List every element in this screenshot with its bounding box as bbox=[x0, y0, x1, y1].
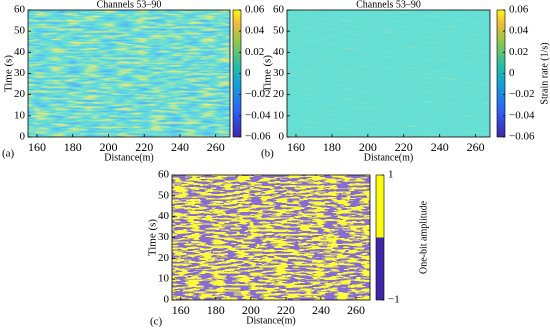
x-tick-label: 180 bbox=[323, 140, 341, 154]
y-tick-label: 10 bbox=[14, 109, 26, 121]
panel-label: (b) bbox=[261, 148, 274, 160]
colorbar-tick-label: 0.04 bbox=[245, 25, 265, 37]
colorbar-tick-label: −0.02 bbox=[509, 88, 534, 100]
x-axis-label: Distance(m) bbox=[246, 315, 295, 326]
y-axis-label: Time (s) bbox=[3, 55, 15, 93]
x-tick-label: 220 bbox=[277, 303, 295, 317]
y-tick-label: 0 bbox=[20, 131, 26, 143]
colorbar-tick-label: −0.04 bbox=[509, 109, 535, 121]
x-tick-label: 240 bbox=[171, 140, 189, 154]
x-tick-label: 160 bbox=[28, 140, 46, 154]
x-tick-label: 240 bbox=[312, 303, 330, 317]
y-tick-label: 50 bbox=[273, 25, 285, 37]
colorbar-tick-label: 0 bbox=[245, 67, 251, 79]
x-tick-label: 200 bbox=[359, 140, 377, 154]
y-tick-label: 0 bbox=[164, 294, 170, 306]
x-tick-label: 240 bbox=[431, 140, 449, 154]
colorbar-tick-label: −0.06 bbox=[245, 131, 271, 143]
x-tick-label: 200 bbox=[99, 140, 117, 154]
x-tick-label: 180 bbox=[64, 140, 82, 154]
y-tick-label: 0 bbox=[279, 131, 285, 143]
x-tick-label: 180 bbox=[207, 303, 225, 317]
y-axis-label: Time (s) bbox=[262, 55, 274, 93]
chart-title: Channels 53–90 bbox=[97, 0, 162, 10]
x-tick-label: 220 bbox=[135, 140, 153, 154]
chart-title: Channels 53–90 bbox=[356, 0, 421, 10]
y-tick-label: 50 bbox=[158, 189, 170, 201]
heatmap-image bbox=[287, 10, 490, 137]
heatmap-image bbox=[28, 10, 230, 137]
panel-label: (a) bbox=[2, 148, 15, 160]
y-tick-label: 10 bbox=[273, 109, 285, 121]
panel-label: (c) bbox=[150, 316, 163, 328]
y-tick-label: 30 bbox=[158, 231, 170, 243]
colorbar-label: Strain rate (1/s) bbox=[539, 42, 550, 104]
y-tick-label: 20 bbox=[14, 88, 26, 100]
y-tick-label: 20 bbox=[273, 88, 285, 100]
x-tick-label: 160 bbox=[287, 140, 305, 154]
y-tick-label: 10 bbox=[158, 273, 170, 285]
colorbar-tick-label: −0.04 bbox=[245, 109, 271, 121]
x-axis-label: Distance(m) bbox=[104, 152, 153, 163]
colorbar-tick-label: −1 bbox=[388, 294, 400, 306]
colorbar-tick-label: −0.02 bbox=[245, 88, 270, 100]
x-tick-label: 260 bbox=[207, 140, 225, 154]
y-tick-label: 40 bbox=[14, 46, 26, 58]
y-tick-label: 60 bbox=[14, 4, 26, 16]
colorbar-tick-label: 0.06 bbox=[509, 4, 529, 16]
colorbar-tick-label: −0.06 bbox=[509, 131, 535, 143]
y-axis-label: Time (s) bbox=[147, 219, 159, 257]
x-axis-label: Distance(m) bbox=[364, 152, 413, 163]
y-tick-label: 40 bbox=[158, 210, 170, 222]
x-tick-label: 160 bbox=[172, 303, 190, 317]
colorbar-tick-label: 0.02 bbox=[245, 46, 264, 58]
y-tick-label: 60 bbox=[158, 169, 170, 181]
colorbar-tick-label: 0 bbox=[509, 67, 515, 79]
y-tick-label: 30 bbox=[273, 67, 285, 79]
x-tick-label: 220 bbox=[395, 140, 413, 154]
y-tick-label: 30 bbox=[14, 67, 26, 79]
y-tick-label: 60 bbox=[273, 4, 285, 16]
x-tick-label: 200 bbox=[242, 303, 260, 317]
colorbar-label: One-bit amplitude bbox=[418, 200, 429, 274]
y-tick-label: 50 bbox=[14, 25, 26, 37]
colorbar bbox=[375, 174, 385, 301]
x-tick-label: 260 bbox=[347, 303, 365, 317]
y-tick-label: 40 bbox=[273, 46, 285, 58]
y-tick-label: 20 bbox=[158, 252, 170, 264]
colorbar-tick-label: 1 bbox=[388, 169, 394, 181]
colorbar-tick-label: 0.06 bbox=[245, 4, 265, 16]
x-tick-label: 260 bbox=[467, 140, 485, 154]
heatmap-image bbox=[172, 175, 370, 300]
colorbar-tick-label: 0.02 bbox=[509, 46, 528, 58]
colorbar-tick-label: 0.04 bbox=[509, 25, 529, 37]
